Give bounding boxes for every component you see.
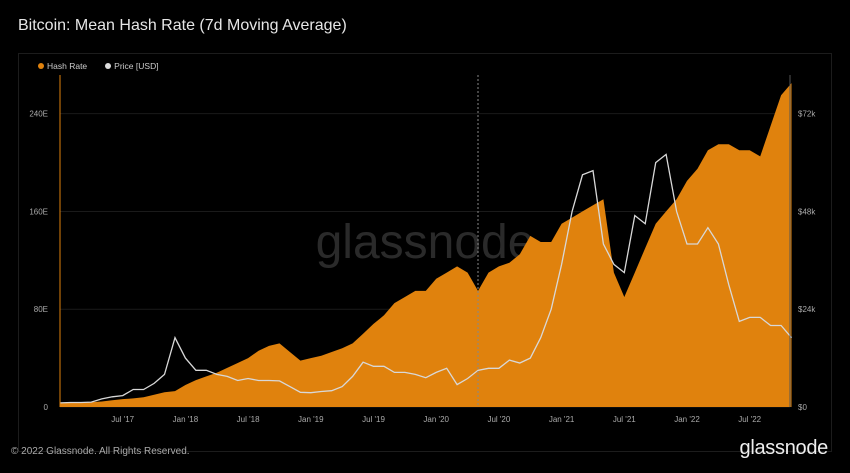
y-left-tick: 80E [34, 305, 48, 314]
y-right-tick: $48k [798, 207, 816, 216]
x-tick: Jul '19 [362, 415, 385, 424]
x-tick: Jul '17 [111, 415, 134, 424]
price-dot-icon [105, 63, 112, 69]
legend-label: Price [USD] [114, 61, 159, 71]
glassnode-logo: glassnode [739, 437, 829, 459]
x-tick: Jan '19 [298, 415, 324, 424]
legend-label: Hash Rate [47, 61, 88, 71]
x-tick: Jul '21 [613, 415, 636, 424]
price-line [59, 153, 792, 404]
x-tick: Jan '20 [423, 415, 449, 424]
x-tick: Jul '20 [487, 415, 510, 424]
y-right-tick: $72k [798, 110, 816, 119]
legend-hash-rate[interactable]: Hash Rate [38, 61, 87, 71]
x-tick: Jan '22 [674, 415, 700, 424]
x-tick: Jul '22 [738, 415, 761, 424]
y-right-tick: $24k [798, 305, 816, 314]
x-tick: Jan '18 [173, 415, 199, 424]
x-tick: Jan '21 [549, 415, 575, 424]
y-right-tick: $0 [798, 403, 807, 412]
chart-frame [18, 53, 832, 452]
y-left-tick: 0 [44, 403, 49, 412]
y-left-tick: 240E [29, 110, 48, 119]
legend-price[interactable]: Price [USD] [105, 61, 159, 71]
y-left-tick: 160E [29, 207, 48, 216]
hash-rate-area [60, 83, 792, 407]
copyright: © 2022 Glassnode. All Rights Reserved. [11, 446, 190, 457]
legend: Hash Rate Price [USD] [38, 61, 159, 71]
chart-title: Bitcoin: Mean Hash Rate (7d Moving Avera… [18, 17, 347, 34]
hash-dot-icon [38, 63, 44, 69]
watermark: glassnode [316, 216, 535, 269]
x-tick: Jul '18 [237, 415, 260, 424]
